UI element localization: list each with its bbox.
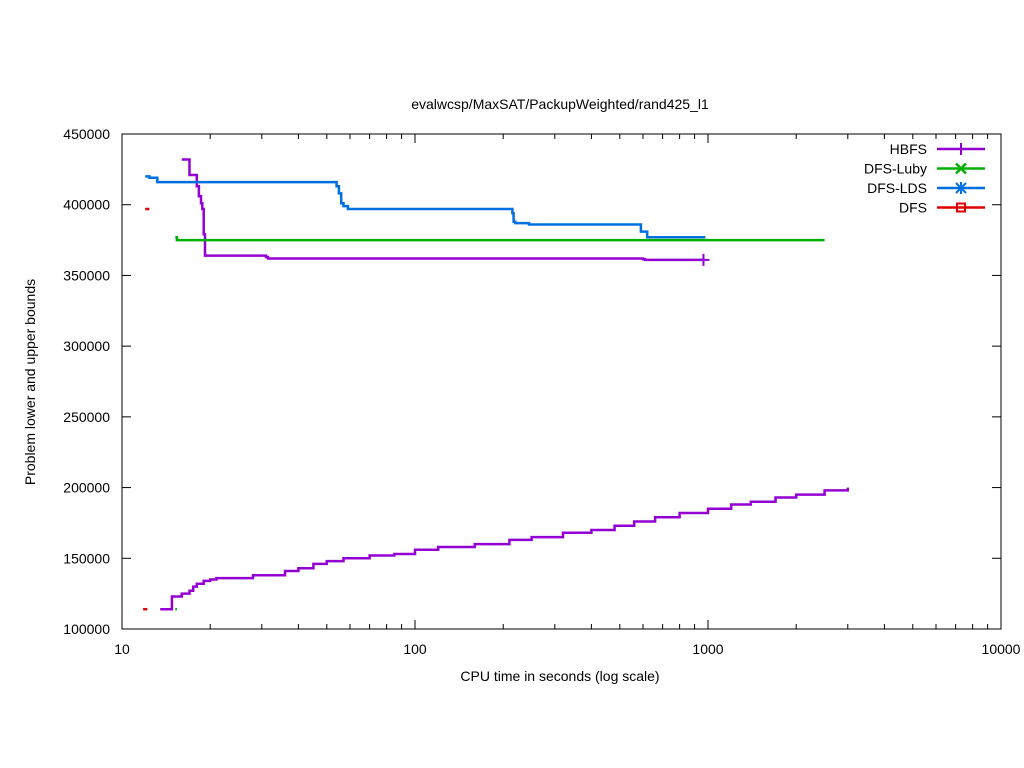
series-hbfs-upper-line xyxy=(181,158,704,262)
legend-marker-hbfs xyxy=(955,143,967,155)
series-hbfs-point xyxy=(697,253,710,266)
y-axis-label: Problem lower and upper bounds xyxy=(22,279,38,485)
x-axis-label: CPU time in seconds (log scale) xyxy=(460,668,659,684)
chart-title: evalwcsp/MaxSAT/PackupWeighted/rand425_l… xyxy=(411,96,709,112)
x-tick-label: 10000 xyxy=(982,641,1021,657)
series-hbfs-lower-line xyxy=(160,487,850,611)
y-tick-label: 400000 xyxy=(63,197,110,213)
y-tick-label: 250000 xyxy=(63,409,110,425)
y-tick-label: 450000 xyxy=(63,126,110,142)
y-tick-label: 200000 xyxy=(63,480,110,496)
y-tick-label: 150000 xyxy=(63,550,110,566)
axes: 10 100 1000 10000 100000 150000 200000 250000 30… xyxy=(63,126,1020,657)
y-tick-label: 300000 xyxy=(63,338,110,354)
legend-marker-dfs-luby xyxy=(955,162,967,175)
legend-marker-dfs-lds xyxy=(955,182,967,194)
legend-label-dfs-luby: DFS-Luby xyxy=(864,161,927,177)
legend-label-dfs: DFS xyxy=(899,200,927,216)
legend: HBFS DFS-Luby DFS-LDS DFS xyxy=(864,141,985,216)
y-tick-label: 350000 xyxy=(63,267,110,283)
plot-area xyxy=(143,158,850,611)
series-dfs-lds-upper-line xyxy=(145,175,706,239)
legend-marker-dfs xyxy=(956,202,966,213)
plot-frame xyxy=(121,133,1002,630)
series-dfs-luby-upper-line xyxy=(175,235,825,242)
x-tick-label: 100 xyxy=(403,641,427,657)
legend-label-dfs-lds: DFS-LDS xyxy=(867,180,927,196)
legend-label-hbfs: HBFS xyxy=(890,141,927,157)
x-tick-label: 1000 xyxy=(692,641,723,657)
x-tick-label: 10 xyxy=(114,641,130,657)
y-tick-label: 100000 xyxy=(63,621,110,637)
